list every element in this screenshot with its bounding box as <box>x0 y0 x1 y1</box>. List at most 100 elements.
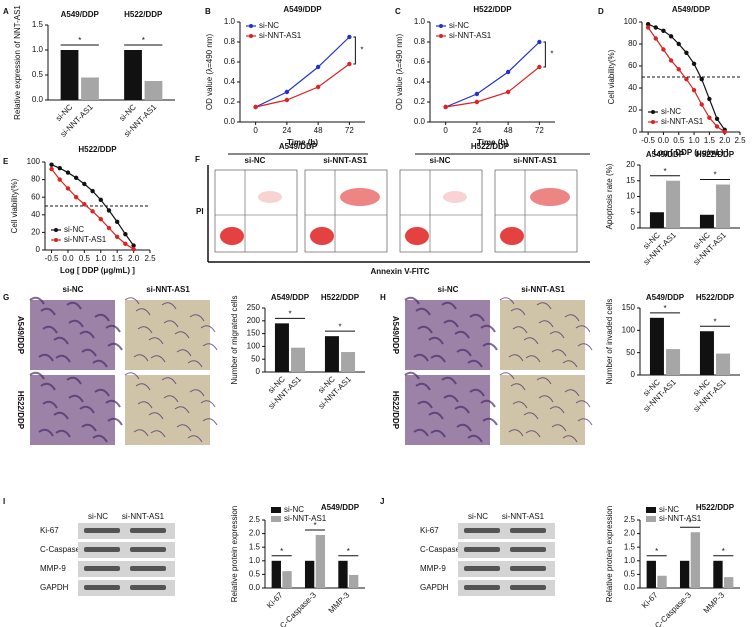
y-axis-label: OD value (λ=490 nm) <box>205 34 214 111</box>
cell-cluster <box>340 188 380 206</box>
y-tick-label: 60 <box>628 61 637 70</box>
cell-cluster <box>310 227 334 245</box>
column-label: si-NNT-AS1 <box>502 512 545 521</box>
cell-texture <box>94 388 110 397</box>
panel-letter: C <box>395 7 401 16</box>
x-tick-label: 2.5 <box>144 254 156 263</box>
cell-texture <box>135 383 151 391</box>
cell-texture <box>38 353 54 362</box>
y-tick-label: 1.5 <box>249 542 261 551</box>
data-point <box>668 34 674 39</box>
panel-letter: B <box>205 7 211 16</box>
data-point <box>707 115 712 120</box>
y-tick-label: 1.5 <box>32 20 44 29</box>
cell-texture <box>499 297 515 305</box>
y-tick-label: 150 <box>622 303 636 312</box>
cell-line-label: H522/DDP <box>471 142 510 151</box>
legend-swatch <box>271 507 281 513</box>
significance-bracket <box>353 36 356 65</box>
cell-texture <box>92 359 108 368</box>
legend-marker <box>651 120 655 124</box>
bar <box>291 347 306 372</box>
data-point <box>65 186 71 191</box>
data-point <box>82 202 87 207</box>
data-point <box>253 104 258 110</box>
data-point <box>691 61 697 66</box>
cell-texture <box>523 412 539 420</box>
legend-label: si-NNT-AS1 <box>661 117 704 126</box>
cell-texture <box>148 337 164 345</box>
y-tick-label: 0.0 <box>224 117 236 126</box>
cell-cluster <box>405 227 429 245</box>
cell-texture <box>404 296 420 305</box>
data-point <box>315 84 321 90</box>
legend-marker <box>249 24 253 28</box>
cell-texture <box>428 411 444 420</box>
cell-texture <box>549 331 565 339</box>
legend-marker <box>249 34 253 38</box>
annotation: * <box>663 167 666 176</box>
y-axis-label: Apoptosis rate (%) <box>605 163 614 229</box>
cell-texture <box>508 354 524 362</box>
cell-texture <box>428 336 444 345</box>
y-tick-label: 1.0 <box>249 556 261 565</box>
bar <box>315 534 326 588</box>
y-tick-label: 0.5 <box>32 70 44 79</box>
cell-texture <box>55 429 71 438</box>
data-point <box>106 225 112 231</box>
cell-texture <box>133 354 149 362</box>
data-point <box>661 47 666 52</box>
row-label: A549/DDP <box>391 316 400 355</box>
cell-texture <box>577 418 593 426</box>
chart-title: A549/DDP <box>321 503 360 512</box>
y-tick-label: 40 <box>31 210 40 219</box>
cell-texture <box>480 399 496 408</box>
y-axis-label: OD value (λ=490 nm) <box>395 34 404 111</box>
cell-texture <box>417 400 433 409</box>
micrograph <box>500 375 585 445</box>
x-tick-label: 2.0 <box>128 254 140 263</box>
micrograph <box>125 375 210 445</box>
y-tick-label: 80 <box>31 175 40 184</box>
cell-texture <box>512 401 528 409</box>
cell-texture <box>94 313 110 322</box>
annotation: * <box>78 36 81 45</box>
x-tick-label: 72 <box>345 126 354 135</box>
x-tick-label: Ki-67 <box>265 590 285 610</box>
legend-label: si-NNT-AS1 <box>284 514 327 523</box>
legend-marker <box>54 238 58 242</box>
blot-band <box>130 585 166 590</box>
blot-strip <box>458 523 555 539</box>
annotation: * <box>663 304 666 313</box>
data-point <box>284 89 290 95</box>
bar <box>349 574 359 588</box>
blot-strip <box>78 561 175 577</box>
cell-texture <box>137 401 153 409</box>
data-point <box>684 50 689 55</box>
data-point <box>73 195 79 200</box>
bar <box>60 50 79 100</box>
legend-label: si-NNT-AS1 <box>449 31 492 40</box>
condition-label: si-NC <box>245 156 266 165</box>
y-tick-label: 50 <box>626 348 635 357</box>
data-point <box>131 243 136 248</box>
cell-texture <box>81 348 97 357</box>
bar <box>679 560 690 588</box>
bar <box>124 50 142 100</box>
blot-band <box>464 566 500 571</box>
x-tick-label: 1.0 <box>95 254 107 263</box>
cell-texture <box>508 429 524 437</box>
x-tick-label: C-Caspase-3 <box>653 590 693 627</box>
x-tick-label: 24 <box>282 126 291 135</box>
cell-texture <box>456 348 472 357</box>
data-point <box>114 219 120 225</box>
cell-texture <box>135 308 151 316</box>
blot-strip <box>78 580 175 596</box>
legend-swatch <box>646 507 656 513</box>
significance-bracket <box>543 41 546 68</box>
y-tick-label: 2.0 <box>624 529 636 538</box>
blot-strip <box>78 542 175 558</box>
y-tick-label: 0.6 <box>414 57 426 66</box>
legend-swatch <box>271 516 281 522</box>
annotation: * <box>288 309 291 318</box>
